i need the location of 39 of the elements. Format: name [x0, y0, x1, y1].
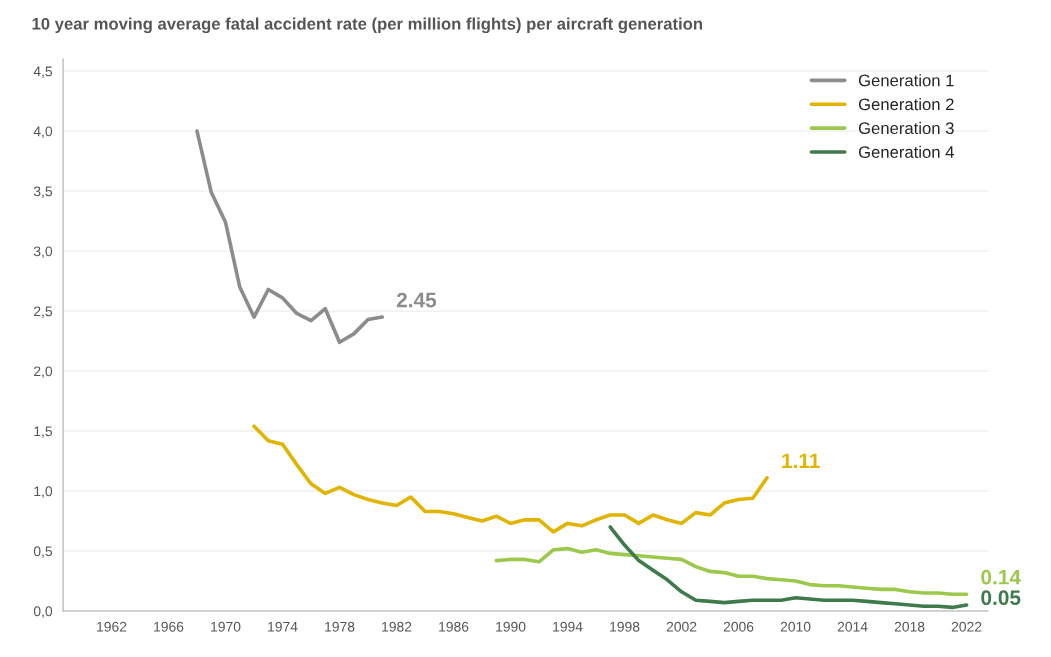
x-tick-label: 2022	[951, 621, 982, 632]
y-tick-label: 2,5	[34, 306, 53, 318]
y-tick-label: 3,0	[33, 246, 53, 258]
x-tick-label: 2018	[894, 621, 925, 632]
legend-label: Generation 3	[858, 121, 954, 135]
x-tick-label: 1978	[325, 621, 355, 632]
annotation: 0.05	[981, 590, 1021, 606]
x-tick-label: 1990	[496, 621, 526, 632]
x-tick-label: 2006	[723, 621, 754, 632]
x-tick-label: 1994	[553, 621, 583, 632]
line-series	[252, 424, 769, 534]
chart-title: 10 year moving average fatal accident rate (per million flights) per aircraft generation	[32, 17, 703, 34]
x-tick-label: 1974	[268, 621, 298, 632]
x-tick-label: 1966	[154, 621, 184, 632]
y-tick-label: 3,5	[33, 186, 53, 198]
line-series	[494, 546, 969, 597]
x-tick-label: 1986	[439, 621, 469, 632]
x-tick-label: 1970	[211, 621, 241, 632]
x-tick-label: 2014	[837, 621, 868, 632]
y-tick-label: 2,0	[34, 366, 53, 378]
legend-label: Generation 2	[858, 98, 954, 111]
y-tick-label: 4,5	[33, 66, 53, 78]
legend-label: Generation 1	[858, 74, 954, 87]
x-tick-label: 2010	[780, 621, 811, 632]
y-tick-label: 0,0	[33, 606, 53, 618]
x-tick-label: 1962	[97, 621, 127, 632]
y-tick-label: 0,5	[33, 546, 53, 558]
annotation: 2.45	[396, 292, 437, 308]
legend-label: Generation 4	[858, 145, 954, 158]
x-tick-label: 1998	[610, 621, 640, 632]
x-tick-label: 2002	[666, 621, 697, 632]
line-series	[608, 525, 969, 610]
line-series	[195, 129, 385, 345]
annotation: 0.14	[981, 569, 1021, 585]
x-tick-label: 1982	[382, 621, 412, 632]
y-tick-label: 1,5	[34, 426, 53, 438]
y-tick-label: 1,0	[34, 486, 53, 498]
y-tick-label: 4,0	[33, 126, 53, 138]
annotation: 1.11	[782, 453, 820, 468]
